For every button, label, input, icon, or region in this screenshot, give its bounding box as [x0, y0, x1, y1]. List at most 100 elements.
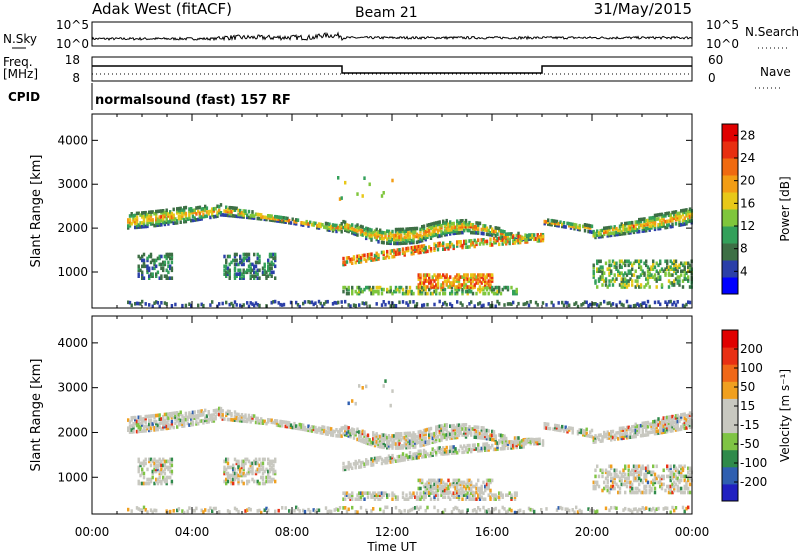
echo-cell [436, 247, 440, 252]
echo-cell [361, 386, 364, 390]
echo-cell [134, 417, 137, 422]
echo-cell [592, 486, 595, 491]
echo-cell [394, 446, 398, 450]
echo-cell [349, 495, 352, 499]
echo-cell [410, 439, 413, 443]
echo-cell [435, 439, 438, 444]
echo-cell [461, 433, 464, 437]
echo-cell [422, 495, 426, 499]
echo-cell [475, 242, 478, 247]
echo-cell [228, 207, 231, 212]
echo-cell [377, 289, 380, 294]
echo-cell [270, 459, 273, 464]
echo-cell [471, 508, 475, 513]
echo-cell [492, 229, 496, 234]
echo-cell [478, 221, 482, 226]
echo-cell [641, 223, 644, 227]
echo-cell [391, 453, 394, 458]
echo-cell [520, 439, 524, 443]
echo-cell [310, 429, 314, 433]
echo-cell [244, 256, 247, 261]
echo-cell [631, 226, 634, 231]
echo-cell [471, 427, 475, 431]
echo-cell [426, 480, 429, 485]
echo-cell [484, 434, 487, 439]
echo-cell [340, 434, 343, 438]
echo-cell [428, 277, 431, 281]
echo-cell [673, 472, 676, 477]
echo-cell [141, 213, 144, 217]
echo-cell [459, 510, 462, 514]
echo-cell [456, 300, 459, 304]
echo-cell [333, 508, 336, 512]
echo-cell [478, 301, 482, 305]
echo-cell [254, 274, 258, 278]
echo-cell [559, 426, 562, 431]
echo-cell [659, 422, 662, 427]
echo-cell [554, 427, 557, 432]
echo-cell [148, 266, 151, 271]
echo-cell [242, 467, 245, 472]
echo-cell [359, 465, 363, 469]
echo-cell [319, 426, 322, 431]
echo-cell [410, 493, 413, 497]
echo-cell [463, 220, 466, 225]
echo-cell [326, 510, 329, 514]
echo-cell [428, 223, 431, 227]
echo-cell [468, 482, 471, 487]
echo-cell [155, 427, 158, 432]
echo-cell [629, 480, 632, 485]
echo-cell [625, 425, 629, 430]
echo-cell [442, 488, 445, 493]
echo-cell [412, 445, 415, 449]
echo-cell [671, 422, 674, 427]
echo-cell [452, 447, 455, 451]
echo-cell [545, 220, 548, 224]
echo-cell [170, 252, 174, 257]
echo-cell [452, 277, 455, 281]
echo-cell [128, 218, 132, 222]
echo-cell [149, 210, 153, 214]
echo-cell [174, 411, 177, 415]
echo-cell [524, 238, 527, 242]
echo-cell [300, 423, 303, 427]
echo-cell [445, 243, 448, 247]
echo-cell [370, 459, 373, 463]
echo-cell [212, 207, 216, 211]
echo-cell [475, 490, 478, 495]
echo-cell [244, 509, 247, 513]
echo-cell [232, 481, 235, 486]
echo-cell [225, 272, 228, 276]
echo-cell [309, 428, 312, 433]
echo-cell [653, 221, 657, 226]
echo-cell [351, 285, 354, 290]
echo-cell [421, 480, 424, 485]
echo-cell [281, 217, 284, 222]
echo-cell [398, 231, 401, 236]
echo-cell [165, 212, 168, 217]
echo-cell [541, 301, 545, 305]
echo-cell [375, 251, 378, 256]
echo-cell [151, 475, 154, 480]
echo-cell [153, 301, 156, 305]
echo-cell [457, 482, 461, 487]
echo-cell [176, 211, 179, 215]
echo-cell [463, 423, 466, 427]
echo-cell [603, 232, 606, 237]
echo-cell [650, 508, 653, 512]
echo-cell [594, 438, 597, 442]
echo-cell [503, 438, 506, 442]
echo-cell [631, 510, 634, 514]
echo-cell [625, 221, 629, 226]
echo-cell [482, 238, 485, 242]
echo-cell [496, 495, 499, 499]
echo-cell [223, 459, 226, 464]
echo-cell [232, 303, 235, 308]
echo-cell [394, 304, 398, 308]
echo-cell [503, 444, 506, 449]
echo-cell [345, 425, 349, 429]
echo-cell [631, 228, 634, 233]
echo-cell [155, 459, 158, 464]
echo-cell [417, 497, 420, 501]
echo-cell [536, 233, 539, 237]
